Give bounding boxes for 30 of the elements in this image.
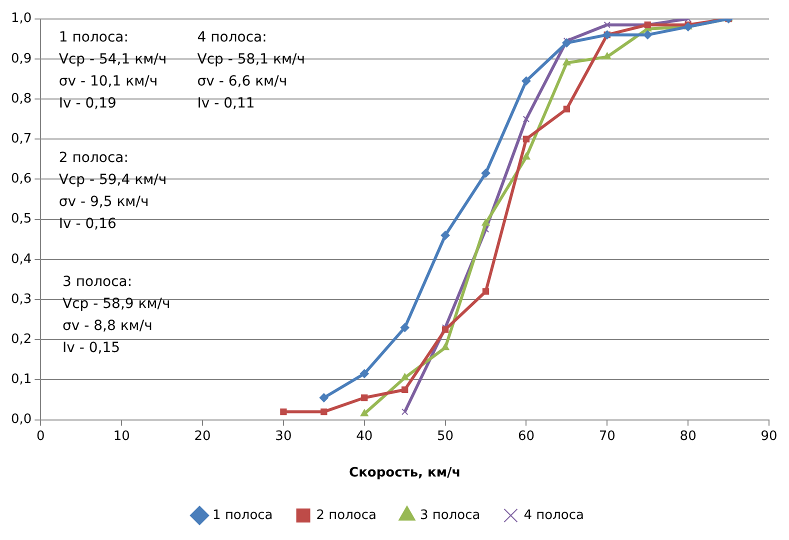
x-tick-label: 30 — [275, 428, 292, 444]
legend-label: 3 полоса — [420, 508, 480, 523]
y-tick-label: 0,9 — [10, 51, 32, 66]
x-tick-label: 0 — [36, 428, 45, 444]
x-axis-title: Скорость, км/ч — [349, 466, 461, 481]
x-tick-label: 90 — [760, 428, 778, 444]
x-tick-label: 40 — [356, 428, 373, 444]
x-tick-label: 10 — [113, 428, 130, 444]
legend-label: 2 полоса — [316, 508, 376, 523]
y-tick-label: 0,8 — [10, 91, 32, 106]
annotation: 4 полоса: Vср - 58,1 км/ч σv - 6,6 км/ч Iv - 0,11 — [197, 29, 306, 112]
x-tick-label: 70 — [598, 428, 616, 444]
annotation: 2 полоса: Vср - 59,4 км/ч σv - 9,5 км/ч Iv - 0,16 — [58, 150, 167, 232]
y-tick-label: 0,1 — [10, 372, 32, 388]
y-tick-label: 1,0 — [10, 11, 32, 26]
y-tick-label: 0,0 — [10, 412, 32, 428]
y-tick-label: 0,5 — [10, 212, 32, 227]
x-tick-label: 50 — [437, 428, 454, 444]
legend-label: 1 полоса — [212, 508, 273, 523]
x-tick-label: 80 — [680, 428, 696, 444]
legend-label: 4 полоса — [524, 508, 584, 523]
y-tick-label: 0,2 — [10, 332, 32, 347]
y-tick-label: 0,4 — [10, 252, 32, 267]
x-tick-label: 20 — [194, 428, 211, 444]
x-tick-label: 60 — [518, 428, 534, 444]
annotation: 3 полоса: Vср - 58,9 км/ч σv - 8,8 км/ч Iv - 0,15 — [62, 274, 170, 356]
y-tick-label: 0,3 — [10, 292, 32, 307]
y-tick-label: 0,7 — [10, 131, 32, 146]
annotation: 1 полоса: Vср - 54,1 км/ч σv - 10,1 км/ч Iv - 0,19 — [58, 29, 167, 112]
y-tick-label: 0,6 — [10, 172, 32, 187]
